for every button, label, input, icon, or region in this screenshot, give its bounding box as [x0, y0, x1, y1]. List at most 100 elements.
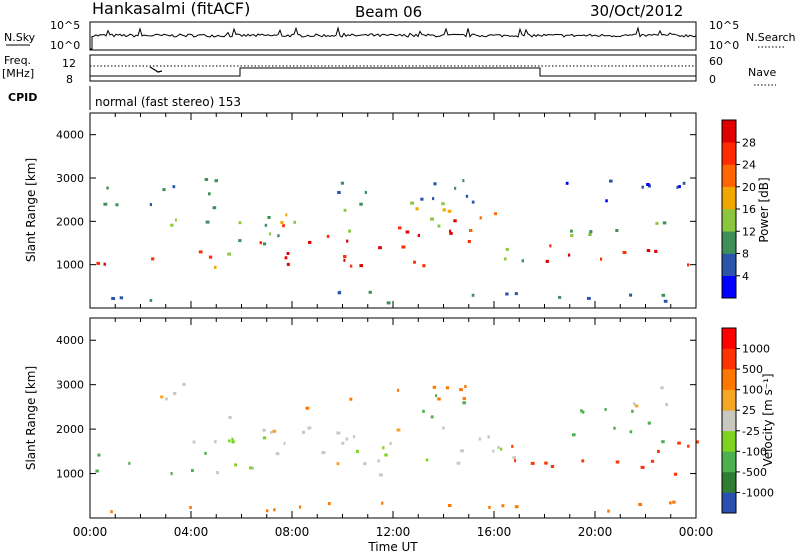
velocity-panel: 1000 2000 3000 4000 00:00 04:00 08:00 12:00 16:0… — [24, 317, 713, 554]
data-cell — [478, 437, 482, 441]
data-cell — [581, 410, 585, 414]
xtick-label: 20:00 — [578, 525, 613, 539]
velocity-colorbar: Velocity [m s⁻¹] 1000 500 100 25 -25 -100 -500… — [721, 327, 775, 514]
data-cell — [308, 240, 312, 244]
data-cell — [471, 200, 475, 204]
data-cell — [204, 178, 209, 181]
data-cell — [453, 219, 457, 223]
data-cell — [151, 257, 155, 261]
data-cell — [280, 221, 284, 224]
data-cell — [398, 226, 402, 230]
colorbar-segment — [722, 328, 736, 349]
data-cell — [350, 264, 353, 268]
colorbar-tick-label: -1000 — [742, 486, 774, 499]
data-cell — [607, 509, 610, 513]
data-cell — [364, 190, 367, 194]
data-cell — [442, 426, 445, 430]
colorbar-segment — [722, 275, 736, 299]
data-cell — [149, 299, 153, 302]
data-cell — [650, 459, 655, 463]
data-cell — [449, 231, 453, 235]
data-cell — [231, 440, 235, 444]
colorbar-tick-label: 24 — [742, 159, 756, 172]
data-cell — [267, 216, 271, 219]
data-cell — [662, 221, 667, 225]
data-cell — [678, 185, 681, 189]
colorbar-frame — [721, 327, 737, 514]
data-cell — [106, 186, 109, 190]
data-cell — [514, 505, 519, 509]
data-cell — [514, 459, 517, 463]
freq-ytick-top: 12 — [62, 57, 76, 70]
data-cell — [182, 382, 186, 386]
data-cell — [558, 295, 562, 299]
colorbar-tick-label: 28 — [742, 136, 756, 149]
data-cell — [110, 510, 113, 514]
data-cell — [356, 449, 359, 453]
data-cell — [615, 229, 619, 232]
data-cell — [454, 186, 457, 190]
data-cell — [359, 202, 363, 206]
data-cell — [97, 453, 101, 457]
freq-right-tick-bottom: 0 — [709, 73, 716, 86]
data-cell — [663, 299, 668, 303]
nsky-right-tick-bottom: 10^0 — [709, 39, 739, 52]
data-cell — [676, 185, 679, 189]
power-ylabel: Slant Range [km] — [24, 158, 38, 262]
data-cell — [227, 252, 231, 256]
data-cell — [600, 257, 603, 261]
data-cell — [341, 441, 345, 445]
data-cell — [212, 206, 217, 210]
data-cell — [382, 446, 385, 450]
data-cell — [696, 440, 699, 444]
colorbar-tick-label: 500 — [742, 363, 763, 376]
data-cell — [192, 440, 196, 444]
xtick-label: 04:00 — [174, 525, 209, 539]
data-cell — [459, 388, 463, 392]
data-cell — [397, 388, 400, 392]
data-cell — [687, 444, 690, 448]
data-cell — [550, 465, 555, 468]
cpid-label: CPID — [8, 91, 37, 104]
data-cell — [205, 220, 210, 224]
data-cell — [462, 397, 466, 401]
data-cell — [234, 463, 237, 467]
colorbar-segment — [722, 471, 736, 493]
data-cell — [638, 503, 643, 506]
data-cell — [501, 504, 505, 508]
data-cell — [214, 440, 217, 444]
data-cell — [95, 469, 99, 473]
colorbar-tick-label: 20 — [742, 181, 756, 194]
data-cell — [326, 234, 330, 238]
data-cell — [572, 433, 576, 437]
power-colorbar-label: Power [dB] — [757, 177, 771, 242]
data-cell — [469, 229, 473, 232]
data-cell — [262, 428, 266, 432]
data-cell — [449, 229, 452, 233]
data-cell — [432, 197, 435, 201]
data-cell — [250, 466, 255, 470]
data-cell — [262, 242, 267, 246]
data-cell — [343, 208, 347, 212]
freq-right-tick-top: 60 — [709, 55, 723, 68]
data-cell — [629, 293, 633, 297]
data-cell — [103, 262, 106, 266]
data-cell — [448, 504, 452, 507]
data-cell — [425, 458, 429, 462]
ytick-label: 2000 — [56, 423, 84, 436]
data-cell — [231, 437, 234, 441]
data-cell — [377, 459, 381, 463]
data-cell — [521, 259, 524, 263]
data-cell — [447, 209, 452, 213]
data-cell — [445, 386, 450, 390]
data-cell — [172, 185, 176, 189]
data-cell — [298, 505, 302, 509]
colorbar-tick-label: 1000 — [742, 343, 770, 356]
xtick-label: 00:00 — [73, 525, 108, 539]
data-cell — [646, 249, 651, 252]
data-cell — [216, 471, 219, 475]
data-cell — [677, 441, 681, 445]
freq-label-line1: Freq. — [4, 54, 31, 67]
data-cell — [462, 401, 466, 405]
